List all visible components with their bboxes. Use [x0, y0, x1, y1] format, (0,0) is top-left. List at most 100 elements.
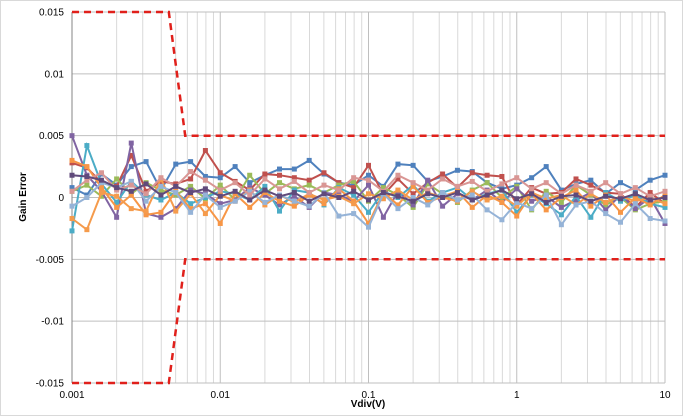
data-point	[469, 192, 475, 198]
data-point	[484, 180, 490, 186]
data-point	[306, 177, 312, 183]
data-point	[158, 192, 164, 198]
data-point	[98, 170, 104, 176]
data-point	[143, 212, 149, 218]
data-point	[454, 190, 460, 196]
data-point	[128, 192, 134, 198]
data-point	[440, 203, 446, 209]
data-point	[291, 190, 297, 196]
lower-limit	[72, 258, 665, 385]
data-point	[662, 218, 668, 224]
upper-limit	[72, 10, 665, 137]
data-point	[543, 207, 549, 213]
data-point	[469, 170, 475, 176]
data-point	[647, 177, 653, 183]
data-point	[440, 195, 446, 200]
data-point	[306, 157, 312, 163]
data-point	[69, 188, 75, 194]
data-point	[202, 201, 208, 207]
data-point	[291, 175, 297, 181]
data-series	[69, 133, 668, 234]
data-point	[410, 180, 416, 186]
data-point	[202, 211, 208, 217]
data-point	[143, 181, 149, 187]
data-point	[262, 176, 268, 182]
data-point	[366, 209, 371, 215]
data-point	[351, 178, 357, 184]
data-point	[588, 177, 594, 183]
data-point	[662, 172, 668, 178]
data-point	[291, 203, 297, 209]
data-point	[98, 193, 104, 199]
data-point	[529, 175, 535, 181]
data-point	[202, 177, 208, 183]
y-tick-label: 0.01	[45, 69, 65, 80]
data-point	[143, 208, 149, 214]
data-point	[262, 187, 268, 193]
data-point	[395, 187, 401, 193]
x-tick-label: 0.01	[211, 390, 231, 401]
data-point	[647, 197, 653, 203]
data-point	[247, 180, 253, 186]
data-point	[291, 178, 297, 184]
data-point	[543, 180, 549, 186]
data-point	[514, 186, 520, 192]
data-point	[395, 206, 401, 212]
data-point	[351, 201, 357, 207]
data-point	[158, 209, 164, 215]
series-8	[69, 178, 668, 230]
data-point	[277, 208, 283, 214]
data-point	[573, 197, 579, 203]
data-point	[321, 182, 327, 188]
data-point	[247, 204, 253, 210]
data-point	[98, 190, 104, 196]
data-point	[321, 191, 327, 197]
data-point	[69, 157, 75, 163]
y-tick-label: -0.015	[36, 379, 65, 390]
data-point	[188, 201, 194, 207]
series-10	[69, 172, 668, 205]
data-point	[410, 183, 416, 189]
data-point	[484, 172, 490, 178]
data-point	[662, 195, 668, 200]
data-point	[277, 186, 283, 192]
data-point	[514, 209, 520, 215]
data-point	[558, 204, 564, 210]
data-point	[558, 222, 564, 228]
data-point	[662, 188, 668, 194]
data-point	[351, 192, 357, 198]
data-point	[499, 199, 505, 205]
data-point	[558, 193, 564, 199]
data-point	[469, 188, 475, 194]
data-point	[573, 187, 579, 193]
data-point	[143, 191, 149, 197]
data-point	[588, 182, 594, 188]
data-point	[366, 224, 371, 230]
data-point	[647, 190, 653, 196]
data-point	[158, 175, 164, 181]
data-point	[529, 186, 535, 192]
data-point	[98, 177, 104, 183]
data-point	[291, 193, 297, 199]
x-tick-label: 1	[514, 390, 520, 401]
data-point	[128, 206, 134, 212]
data-point	[202, 186, 208, 192]
data-point	[69, 185, 75, 191]
data-point	[618, 191, 624, 197]
data-point	[188, 209, 194, 215]
data-point	[543, 188, 549, 194]
data-point	[351, 185, 357, 191]
data-point	[499, 217, 505, 223]
data-point	[69, 203, 75, 209]
data-point	[202, 192, 208, 198]
data-point	[380, 214, 386, 220]
data-point	[469, 178, 475, 184]
series-9	[69, 169, 668, 199]
data-point	[188, 176, 194, 182]
x-tick-label: 10	[659, 390, 671, 401]
data-point	[529, 191, 535, 197]
data-point	[217, 201, 223, 207]
data-point	[410, 191, 416, 197]
